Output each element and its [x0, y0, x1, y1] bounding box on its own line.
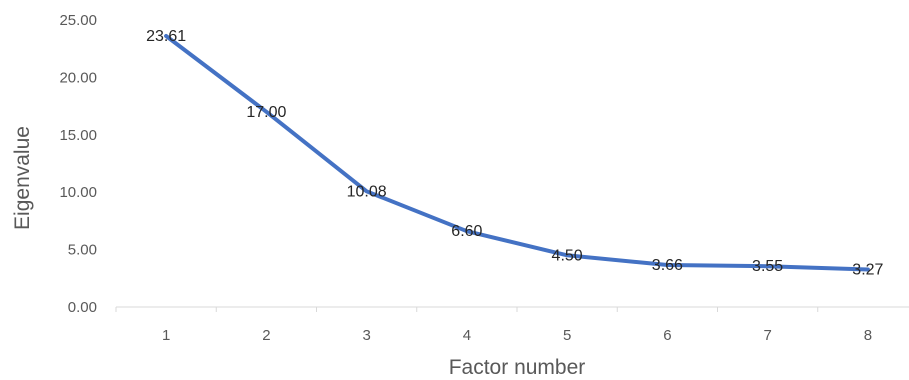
x-axis-ticks: 1 2 3 4 5 6 7 8	[115, 307, 872, 344]
y-tick-label: 0.00	[68, 299, 97, 316]
data-label: 17.00	[246, 104, 286, 121]
x-tick-label: 4	[463, 327, 471, 344]
data-label: 10.08	[347, 183, 387, 200]
y-tick-label: 5.00	[68, 242, 97, 259]
y-tick-label: 20.00	[59, 69, 97, 86]
x-tick-label: 7	[763, 327, 771, 344]
x-tick-label: 1	[162, 327, 170, 344]
y-tick-label: 10.00	[59, 184, 97, 201]
x-tick-label: 2	[262, 327, 270, 344]
data-label: 3.27	[852, 261, 883, 278]
y-axis-ticks: 0.00 5.00 10.00 15.00 20.00 25.00	[59, 12, 97, 316]
x-tick-label: 5	[563, 327, 571, 344]
series-line	[164, 34, 870, 272]
data-label: 6.60	[451, 223, 482, 240]
data-label: 23.61	[146, 28, 186, 45]
x-tick-label: 6	[663, 327, 671, 344]
data-label: 3.55	[752, 258, 783, 275]
x-tick-label: 8	[864, 327, 872, 344]
y-tick-label: 15.00	[59, 127, 97, 144]
data-label: 3.66	[652, 257, 683, 274]
y-axis-title: Eigenvalue	[11, 126, 34, 230]
x-axis-title: Factor number	[449, 356, 586, 379]
data-labels: 23.61 17.00 10.08 6.60 4.50 3.66 3.55 3.27	[146, 28, 883, 279]
x-tick-label: 3	[362, 327, 370, 344]
y-tick-label: 25.00	[59, 12, 97, 29]
data-label: 4.50	[552, 247, 583, 264]
